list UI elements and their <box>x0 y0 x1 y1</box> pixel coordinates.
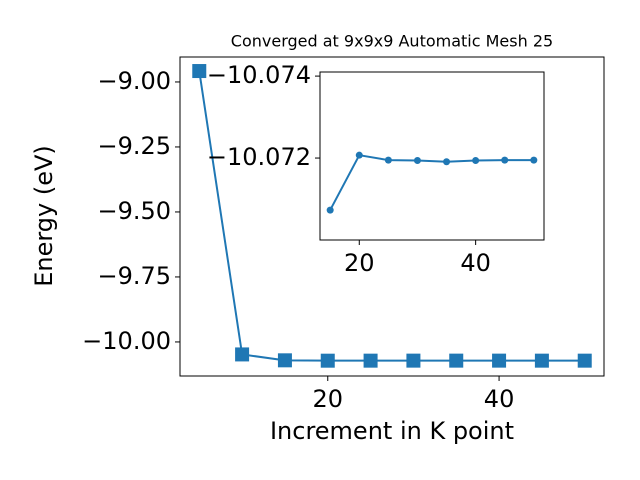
data-point <box>235 347 250 362</box>
axes-frame <box>179 56 605 377</box>
data-point <box>472 157 480 165</box>
x-tick-label: 20 <box>344 249 375 277</box>
y-tick-label: −10.072 <box>207 143 311 171</box>
y-tick-label: −10.00 <box>82 327 171 355</box>
data-point <box>363 353 378 368</box>
data-point <box>406 353 421 368</box>
data-point <box>355 151 363 159</box>
data-point <box>320 353 335 368</box>
y-tick-label: −10.074 <box>207 61 311 89</box>
data-line <box>329 154 534 211</box>
x-tick-label: 40 <box>484 385 515 413</box>
data-point <box>530 156 538 164</box>
y-tick-label: −9.00 <box>97 67 171 95</box>
data-point <box>577 353 592 368</box>
y-axis-label: Energy (eV) <box>30 145 58 287</box>
axes-frame <box>319 71 545 241</box>
data-line <box>198 70 585 362</box>
data-point <box>384 156 392 164</box>
data-point <box>277 353 292 368</box>
y-tick-label: −9.50 <box>97 197 171 225</box>
data-point <box>449 353 464 368</box>
x-axis-label: Increment in K point <box>270 417 514 445</box>
chart-title: Converged at 9x9x9 Automatic Mesh 25 <box>231 32 553 51</box>
data-point <box>192 64 207 79</box>
data-point <box>443 158 451 166</box>
x-tick-label: 20 <box>312 385 343 413</box>
data-point <box>413 157 421 165</box>
x-tick-label: 40 <box>460 249 491 277</box>
y-tick-label: −9.75 <box>97 262 171 290</box>
data-point <box>326 206 334 214</box>
data-point <box>492 353 507 368</box>
data-point <box>534 353 549 368</box>
plot-area <box>320 72 544 240</box>
data-point <box>501 156 509 164</box>
y-tick-label: −9.25 <box>97 132 171 160</box>
